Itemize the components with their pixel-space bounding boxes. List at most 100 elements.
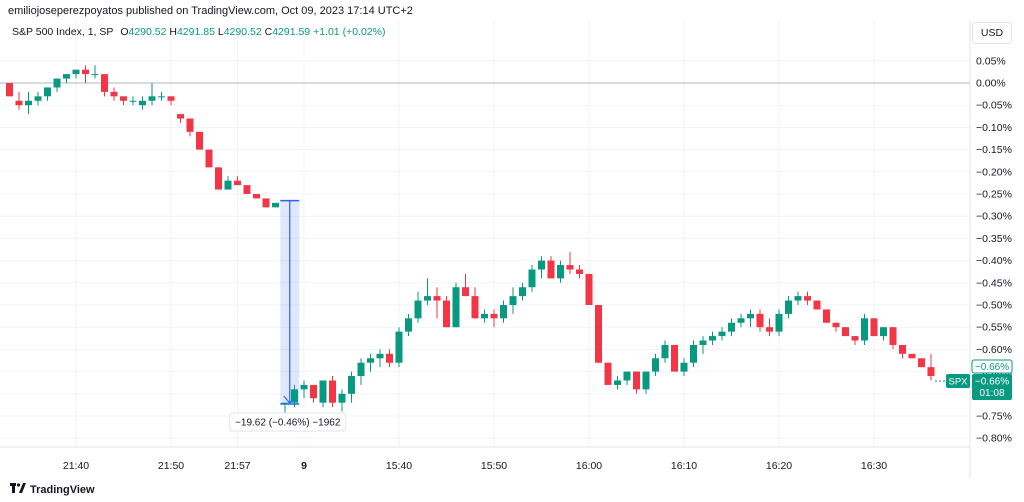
candle-body (633, 371, 640, 390)
candle-body (614, 380, 621, 385)
candle-body (53, 78, 61, 88)
candle-body (519, 287, 526, 297)
candle-body (709, 336, 716, 341)
y-tick-label: −0.25% (976, 189, 1012, 201)
x-tick-label: 15:50 (481, 460, 507, 472)
candle-body (367, 358, 374, 363)
change-value: +1.01 (+0.02%) (313, 26, 386, 38)
y-tick-label: −0.75% (976, 411, 1012, 423)
candle-body (224, 180, 232, 190)
x-tick-label: 16:20 (766, 460, 792, 472)
candle-body (424, 296, 431, 301)
candle-body (671, 344, 678, 372)
candle-body (500, 305, 507, 319)
candle-body (747, 313, 754, 319)
y-tick-label: 0.05% (976, 55, 1006, 67)
candle-body (851, 336, 859, 341)
price-badge-box (972, 374, 1012, 401)
footer-brand[interactable]: TradingView (10, 483, 95, 496)
candle-body (300, 384, 308, 390)
high-label: H (169, 26, 177, 38)
candle-body (880, 327, 887, 337)
candle-body (310, 384, 317, 399)
candle-body (471, 296, 479, 319)
candle-body (462, 287, 469, 297)
candle-body (756, 313, 764, 328)
y-tick-label: 0.00% (976, 78, 1006, 90)
high-value: 4291.85 (176, 26, 215, 38)
candle-body (737, 318, 745, 323)
ohlc-legend: S&P 500 Index, 1, SP O4290.52 H4291.85 L… (12, 26, 385, 38)
candlestick-chart[interactable]: −19.62 (−0.46%) −1962 0.05% 0.00% −0.05% −0.… (0, 20, 1024, 478)
candle-body (158, 96, 165, 98)
candle-body (661, 344, 669, 359)
low-label: L (217, 26, 224, 38)
candle-body (291, 389, 298, 403)
price-badge-value: −0.66% (975, 377, 1009, 388)
candle-body (395, 331, 403, 363)
candle-body (386, 353, 393, 363)
publisher-line: emiliojoseperezpoyatos published on Trad… (8, 5, 413, 17)
y-tick-label: −0.20% (976, 166, 1012, 178)
candle-body (728, 322, 735, 332)
x-tick-label: 16:00 (576, 460, 602, 472)
candle-body (34, 96, 42, 101)
candle-body (405, 318, 412, 332)
candle-body (129, 100, 137, 102)
candle-body (566, 265, 574, 270)
candle-body (642, 371, 650, 390)
candle-body (167, 96, 175, 101)
tradingview-logo-icon (10, 483, 26, 496)
candle-body (870, 318, 878, 337)
last-value-label: −0.66% (975, 362, 1009, 373)
candle-body (918, 358, 925, 368)
countdown-label: 01:08 (979, 388, 1004, 399)
candle-body (766, 327, 773, 332)
candle-body (585, 273, 593, 305)
candle-body (348, 376, 355, 394)
candle-body (338, 393, 346, 403)
candle-body (680, 362, 688, 372)
open-label: O (120, 26, 129, 38)
x-tick-label: 9 (301, 460, 307, 472)
candle-body (785, 300, 792, 314)
candle-body (433, 296, 441, 301)
candle-body (101, 74, 108, 92)
y-tick-label: −0.50% (976, 300, 1012, 312)
candle-body (15, 100, 23, 106)
candle-body (813, 300, 821, 310)
candle-body (842, 327, 849, 337)
candle-body (414, 300, 422, 319)
candle-body (376, 353, 384, 359)
candle-body (177, 114, 184, 119)
candle-body (899, 344, 906, 354)
candle-body (120, 96, 127, 101)
symbol-badge-box[interactable] (946, 374, 970, 389)
chart-area[interactable]: −19.62 (−0.46%) −1962 0.05% 0.00% −0.05% −0.… (0, 20, 1024, 478)
candle-body (481, 313, 488, 319)
open-value: 4290.52 (128, 26, 167, 38)
symbol-badge[interactable]: SPX (948, 377, 968, 388)
y-tick-label: −0.15% (976, 144, 1012, 156)
candle-body (690, 344, 697, 363)
low-value: 4290.52 (223, 26, 262, 38)
x-tick-label: 21:57 (224, 460, 250, 472)
candle-body (452, 287, 460, 328)
candle-body (357, 362, 365, 377)
candle-body (823, 309, 830, 323)
candle-body (547, 260, 555, 279)
candle-body (253, 194, 260, 199)
y-tick-label: −0.55% (976, 322, 1012, 334)
x-tick-label: 21:50 (158, 460, 184, 472)
candle-body (63, 74, 70, 79)
symbol-title[interactable]: S&P 500 Index, 1, SP (12, 26, 114, 38)
candle-body (889, 327, 897, 345)
y-tick-label: −0.60% (976, 344, 1012, 356)
candle-body (243, 185, 251, 194)
currency-button[interactable]: USD (972, 22, 1012, 44)
candle-body (604, 362, 612, 385)
candle-body (329, 380, 336, 403)
candle-body (652, 358, 659, 372)
candle-body (718, 331, 726, 337)
close-value: 4291.59 (272, 26, 311, 38)
